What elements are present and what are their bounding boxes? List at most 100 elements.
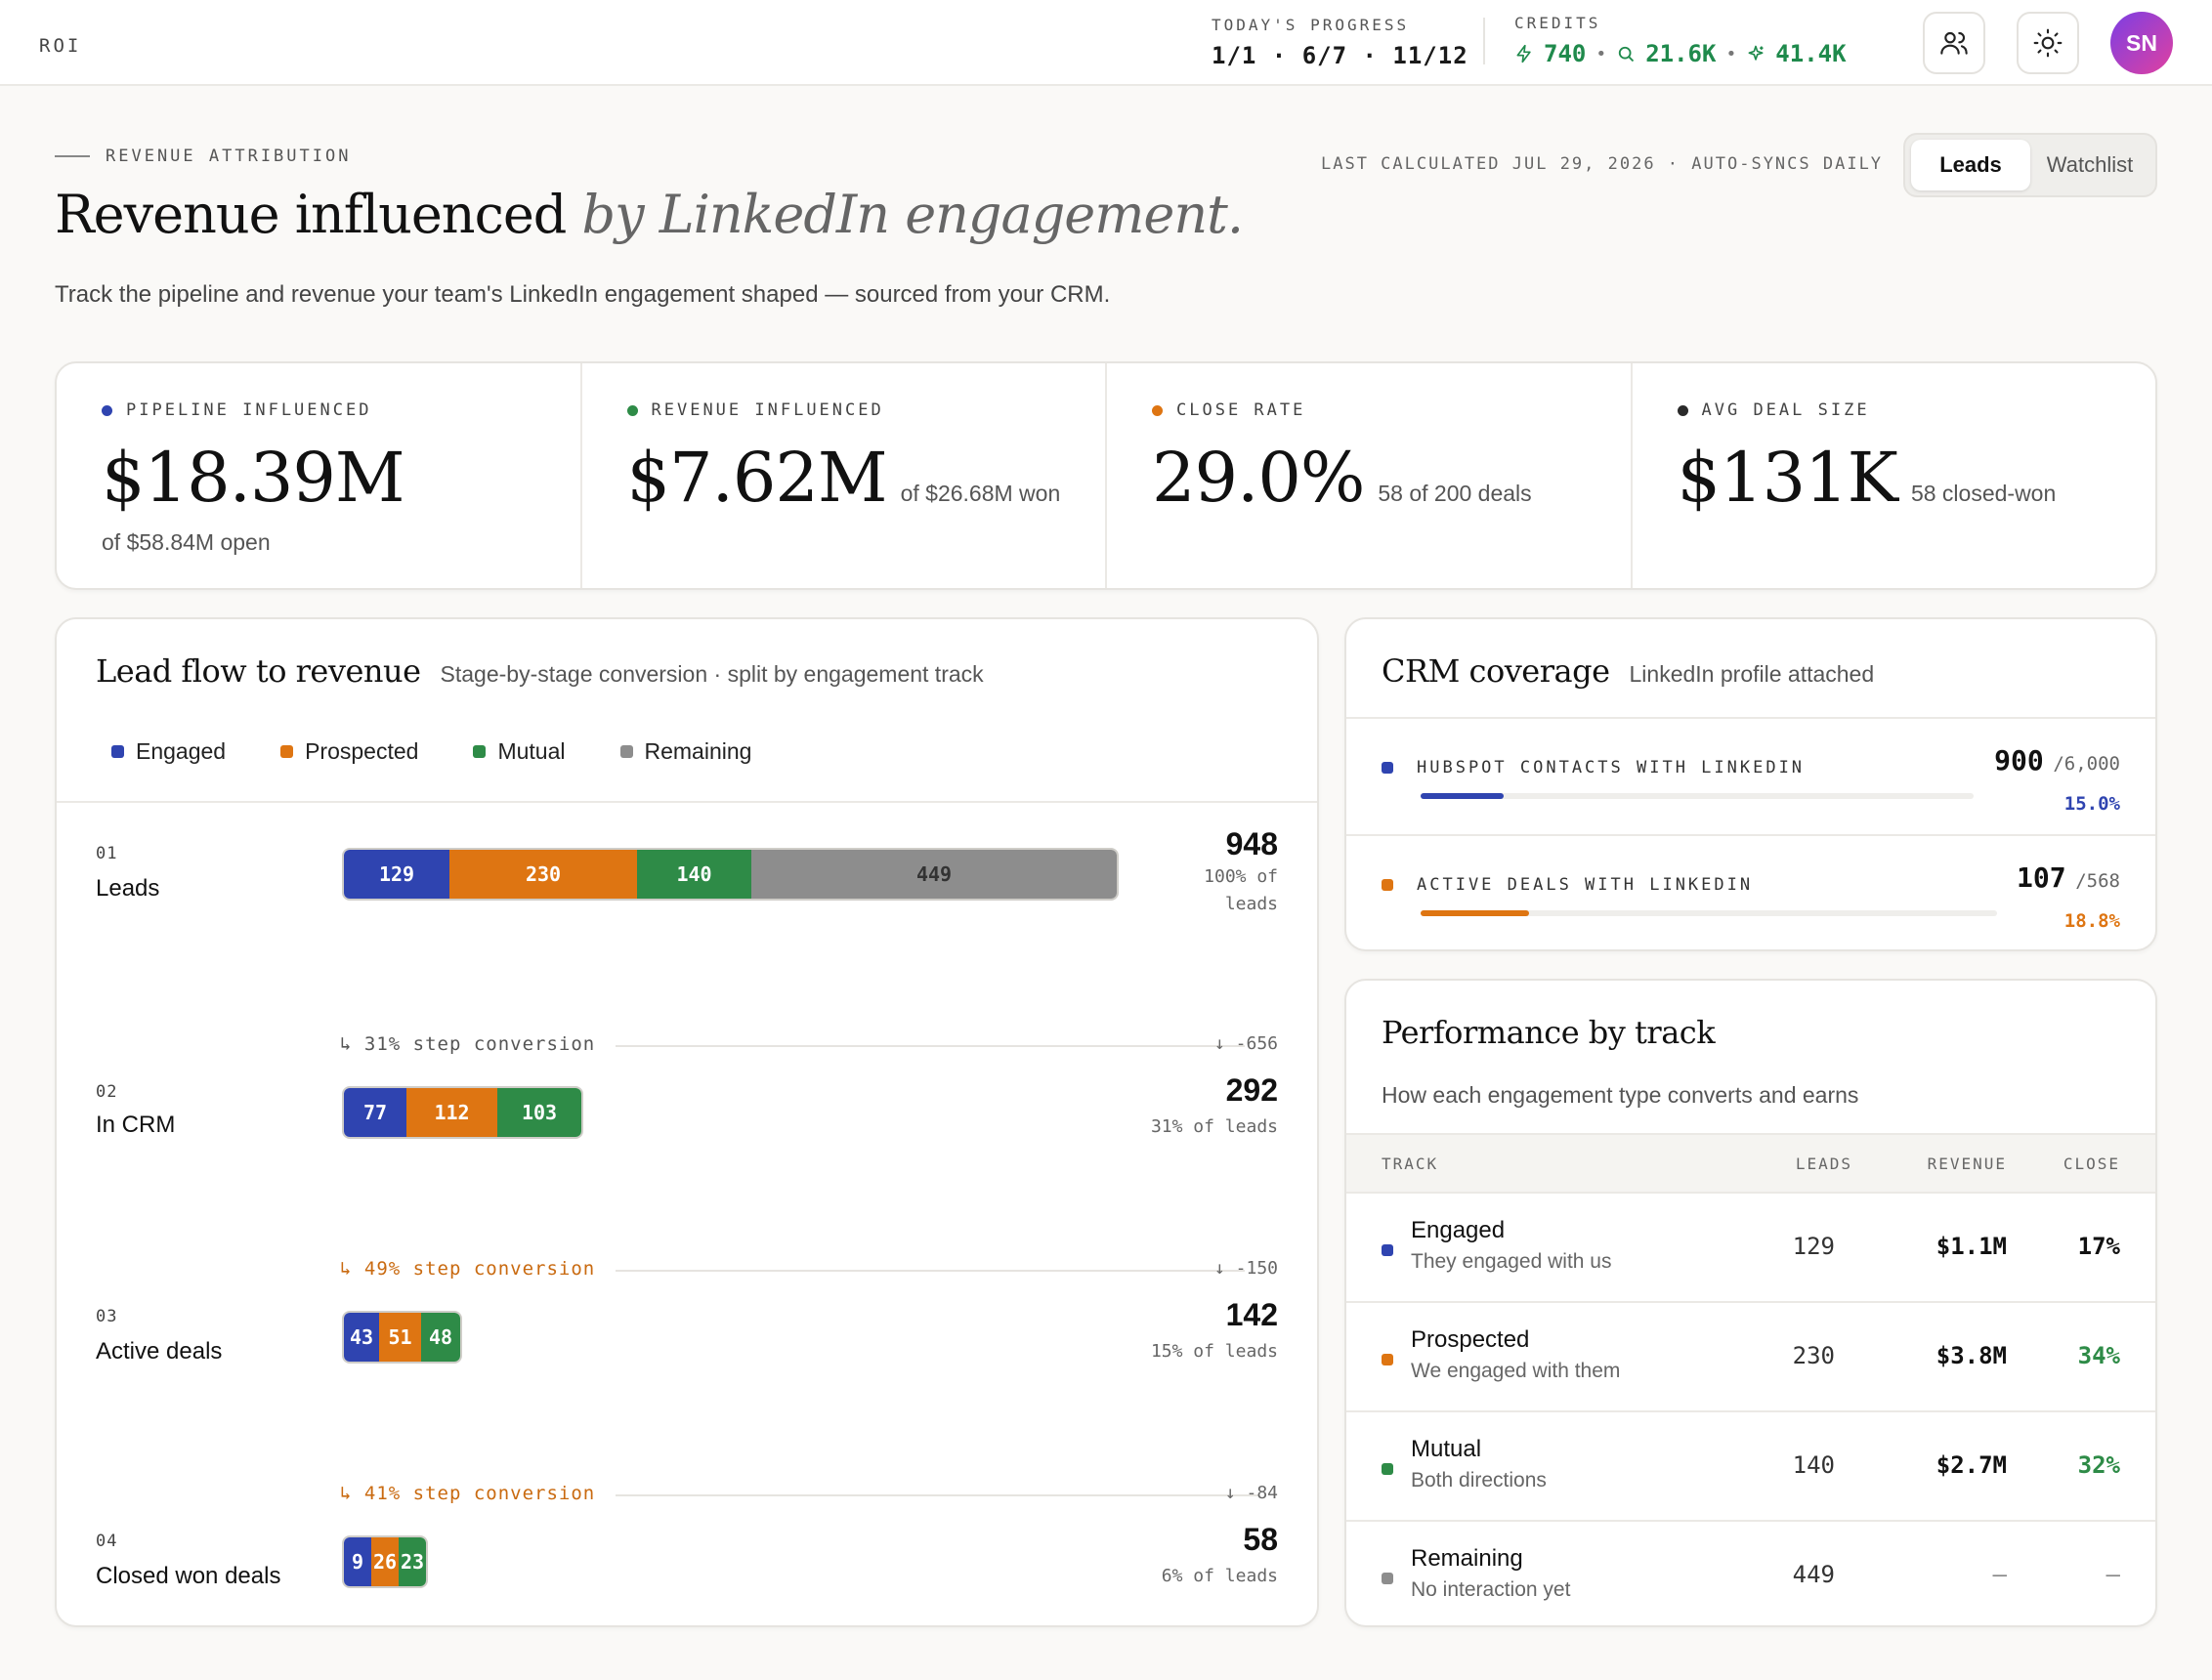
- crm-row-label: ACTIVE DEALS WITH LINKEDIN: [1417, 875, 1754, 895]
- legend-label: Engaged: [136, 738, 227, 764]
- divider: [616, 1045, 1245, 1047]
- stage-name: In CRM: [96, 1112, 176, 1138]
- track-leads: 230: [1792, 1342, 1835, 1369]
- credits-bolt-value: 740: [1544, 40, 1587, 67]
- crm-total: /568: [2075, 870, 2120, 892]
- lead-flow-header: Lead flow to revenue Stage-by-stage conv…: [96, 652, 984, 690]
- step-conversion: ↳ 31% step conversion: [340, 1033, 596, 1055]
- kpi-label: PIPELINE INFLUENCED: [126, 400, 372, 420]
- row-swatch: [1382, 1573, 1393, 1584]
- kpi-sub: of $58.84M open: [102, 529, 271, 555]
- stage-percent: 100% of leads: [1204, 866, 1278, 914]
- kpi-revenue-influenced: REVENUE INFLUENCED $7.62M of $26.68M won: [579, 363, 1106, 588]
- kpi-dot: [1152, 404, 1163, 416]
- kpi-value: $7.62M: [626, 438, 888, 518]
- credits: CREDITS 740 • 21.6K • 41.4K: [1514, 14, 1847, 67]
- stage-bar-active-deals: 43 51 48: [342, 1311, 462, 1364]
- credits-values: 740 • 21.6K • 41.4K: [1514, 40, 1847, 67]
- stage-total: 948: [1225, 826, 1278, 861]
- top-bar: ROI TODAY'S PROGRESS 1/1 · 6/7 · 11/12 C…: [0, 0, 2212, 86]
- stage-bar-leads: 129 230 140 449: [342, 848, 1119, 901]
- credits-sparkle-value: 41.4K: [1775, 40, 1847, 67]
- crm-row-active-deals: ACTIVE DEALS WITH LINKEDIN 107 /568 18.8…: [1346, 836, 2155, 949]
- stage-name: Active deals: [96, 1338, 223, 1365]
- crm-coverage-header: CRM coverage LinkedIn profile attached: [1382, 652, 1874, 690]
- eyebrow-rule: [55, 155, 90, 157]
- crm-percent: 15.0%: [2063, 793, 2120, 815]
- step-delta: ↓ -150: [1213, 1258, 1278, 1279]
- tab-leads[interactable]: Leads: [1911, 140, 2030, 190]
- track-name: Prospected: [1411, 1326, 1530, 1353]
- track-leads: 140: [1792, 1451, 1835, 1479]
- column-header-revenue: REVENUE: [1927, 1155, 2007, 1173]
- column-header-track: TRACK: [1382, 1155, 1439, 1173]
- table-row: Mutual Both directions 140 $2.7M 32%: [1346, 1412, 2155, 1522]
- bolt-icon: [1516, 44, 1531, 63]
- stage-name: Closed won deals: [96, 1563, 281, 1589]
- track-name: Remaining: [1411, 1545, 1523, 1572]
- crm-count: 900: [1994, 744, 2044, 777]
- kpi-label: AVG DEAL SIZE: [1701, 400, 1870, 420]
- bar-segment-mutual: 23: [399, 1537, 426, 1586]
- kpi-note: 58 closed-won: [1910, 481, 2057, 506]
- separator-dot: •: [1725, 43, 1737, 64]
- table-row: Prospected We engaged with them 230 $3.8…: [1346, 1303, 2155, 1412]
- legend-swatch: [619, 745, 633, 758]
- step-delta: ↓ -84: [1224, 1483, 1278, 1503]
- stage-number: 02: [96, 1082, 118, 1102]
- kpi-value: $131K: [1677, 438, 1898, 518]
- search-icon: [1619, 46, 1635, 63]
- divider: [1346, 834, 2155, 836]
- app-brand: ROI: [39, 35, 82, 57]
- stage-percent: 15% of leads: [1150, 1341, 1278, 1362]
- kpi-close-rate: CLOSE RATE 29.0% 58 of 200 deals: [1105, 363, 1631, 588]
- track-name: Engaged: [1411, 1217, 1506, 1243]
- credits-label: CREDITS: [1514, 14, 1601, 32]
- bar-segment-mutual: 48: [421, 1313, 460, 1362]
- kpi-value: $18.39M: [102, 438, 405, 518]
- theme-toggle-button[interactable]: [2017, 12, 2079, 74]
- bar-segment-mutual: 103: [497, 1088, 581, 1137]
- crm-coverage-title: CRM coverage: [1382, 652, 1610, 690]
- lead-flow-title: Lead flow to revenue: [96, 652, 421, 690]
- progress-values: 1/1 · 6/7 · 11/12: [1212, 42, 1468, 69]
- legend-swatch: [111, 745, 124, 758]
- tab-watchlist[interactable]: Watchlist: [2046, 152, 2134, 177]
- crm-coverage-card: CRM coverage LinkedIn profile attached H…: [1344, 617, 2157, 951]
- coverage-fill: [1421, 793, 1504, 799]
- bar-segment-prospected: 230: [449, 850, 637, 899]
- bar-segment-engaged: 77: [344, 1088, 406, 1137]
- step-conversion: ↳ 49% step conversion: [340, 1258, 596, 1280]
- track-revenue: $3.8M: [1936, 1342, 2007, 1369]
- track-revenue: $1.1M: [1936, 1233, 2007, 1260]
- sparkle-icon: [1748, 45, 1764, 61]
- bar-segment-engaged: 43: [344, 1313, 379, 1362]
- page-title-main: Revenue influenced: [55, 184, 567, 245]
- track-close: 34%: [2077, 1342, 2120, 1369]
- stage-number: 03: [96, 1307, 118, 1326]
- step-delta: ↓ -656: [1213, 1033, 1278, 1054]
- crm-coverage-subtitle: LinkedIn profile attached: [1629, 661, 1875, 687]
- column-header-leads: LEADS: [1795, 1155, 1852, 1173]
- divider: [1346, 717, 2155, 719]
- legend-item-remaining: Remaining: [619, 738, 751, 765]
- stage-percent: 31% of leads: [1150, 1116, 1278, 1137]
- legend-item-engaged: Engaged: [111, 738, 226, 765]
- track-revenue: $2.7M: [1936, 1451, 2007, 1479]
- stage-bar-closed-won: 9 26 23: [342, 1535, 428, 1588]
- stage-percent: 6% of leads: [1161, 1566, 1278, 1586]
- avatar[interactable]: SN: [2110, 12, 2173, 74]
- eyebrow-label: REVENUE ATTRIBUTION: [106, 147, 352, 166]
- kpi-note: of $26.68M won: [900, 481, 1061, 506]
- bar-segment-mutual: 140: [637, 850, 751, 899]
- kpi-summary-card: PIPELINE INFLUENCED $18.39M of $58.84M o…: [55, 361, 2157, 590]
- row-swatch: [1382, 1244, 1393, 1256]
- stage-total: 292: [1225, 1072, 1278, 1108]
- team-button[interactable]: [1923, 12, 1985, 74]
- kpi-dot: [1677, 404, 1688, 416]
- kpi-note: 58 of 200 deals: [1378, 481, 1532, 506]
- track-description: No interaction yet: [1411, 1578, 1571, 1601]
- crm-row-value: 107 /568: [2017, 861, 2120, 894]
- column-header-close: CLOSE: [2063, 1155, 2120, 1173]
- legend-swatch: [280, 745, 294, 758]
